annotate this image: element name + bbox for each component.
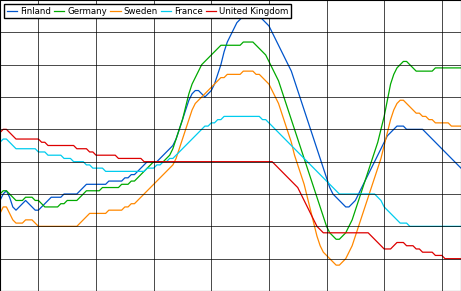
Germany <box>353 208 358 212</box>
Sweden <box>241 69 246 73</box>
France <box>349 192 355 196</box>
Germany <box>266 60 272 63</box>
United Kingdom <box>349 231 355 235</box>
United Kingdom <box>23 137 29 141</box>
Sweden <box>266 82 272 86</box>
Finland <box>0 199 3 202</box>
Germany <box>432 66 438 70</box>
Sweden <box>0 212 3 215</box>
Finland <box>432 141 438 144</box>
France <box>0 137 6 141</box>
Line: Finland: Finland <box>0 10 461 210</box>
Germany <box>0 192 3 196</box>
Sweden <box>353 234 358 238</box>
Sweden <box>20 221 25 225</box>
United Kingdom <box>458 257 461 260</box>
France <box>266 121 272 125</box>
Germany <box>0 189 6 193</box>
United Kingdom <box>0 131 3 134</box>
Sweden <box>333 263 339 267</box>
Germany <box>241 40 246 44</box>
Finland <box>23 199 29 202</box>
Germany <box>366 170 371 173</box>
Line: France: France <box>0 116 461 226</box>
Legend: Finland, Germany, Sweden, France, United Kingdom: Finland, Germany, Sweden, France, United… <box>4 4 291 18</box>
Finland <box>269 31 275 34</box>
Finland <box>366 173 371 176</box>
Line: United Kingdom: United Kingdom <box>0 129 461 259</box>
Finland <box>353 199 358 202</box>
United Kingdom <box>362 231 368 235</box>
France <box>0 141 3 144</box>
France <box>432 225 438 228</box>
Finland <box>0 192 6 196</box>
France <box>221 115 227 118</box>
Finland <box>247 8 253 11</box>
Germany <box>20 199 25 202</box>
Finland <box>458 166 461 170</box>
Sweden <box>0 205 6 209</box>
Finland <box>13 208 19 212</box>
Germany <box>458 66 461 70</box>
France <box>362 192 368 196</box>
France <box>20 147 25 150</box>
Sweden <box>432 121 438 125</box>
Germany <box>333 237 339 241</box>
Line: Sweden: Sweden <box>0 71 461 265</box>
Line: Germany: Germany <box>0 42 461 239</box>
Sweden <box>366 196 371 199</box>
United Kingdom <box>442 257 448 260</box>
France <box>458 225 461 228</box>
United Kingdom <box>4 127 9 131</box>
United Kingdom <box>0 127 6 131</box>
United Kingdom <box>266 160 272 164</box>
United Kingdom <box>429 251 435 254</box>
France <box>407 225 413 228</box>
Sweden <box>458 124 461 128</box>
